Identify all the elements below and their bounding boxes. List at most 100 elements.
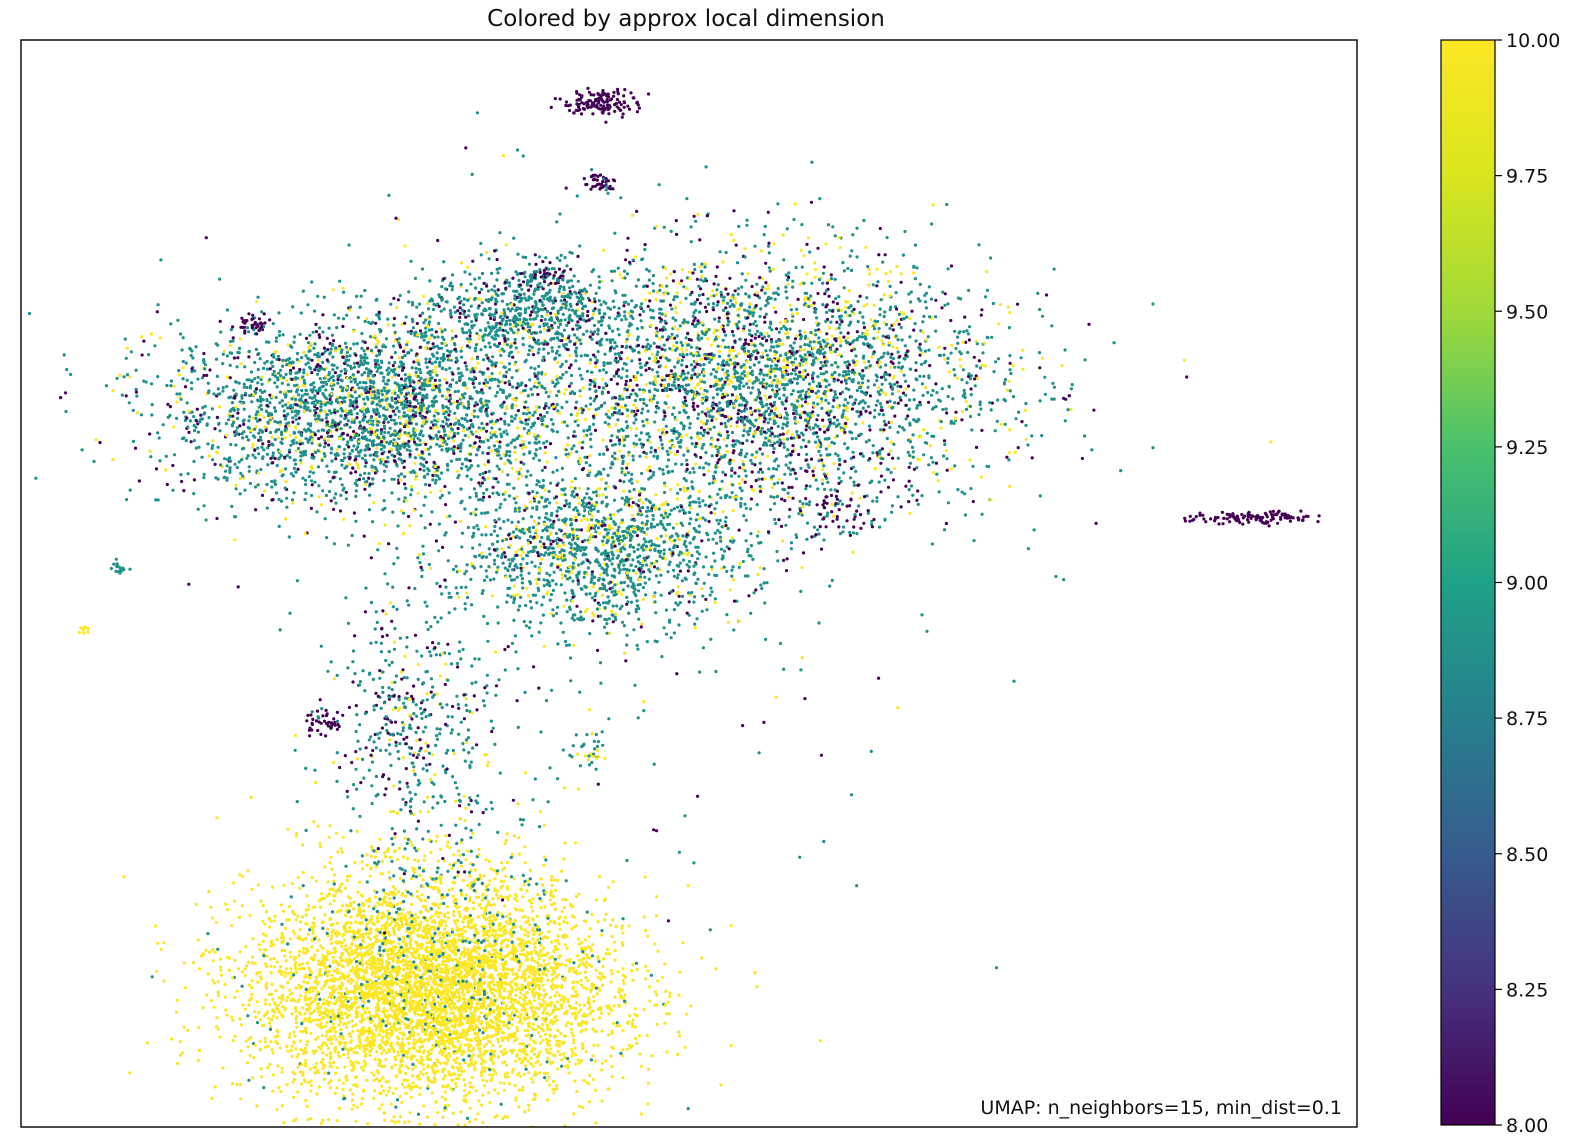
scatter-point — [365, 966, 369, 970]
scatter-point — [319, 1021, 323, 1026]
scatter-point — [398, 1026, 402, 1031]
scatter-point — [443, 971, 447, 975]
scatter-point — [482, 874, 486, 878]
scatter-point — [388, 933, 392, 937]
scatter-point — [506, 1075, 510, 1079]
scatter-point — [196, 938, 200, 942]
scatter-point — [422, 965, 426, 970]
scatter-point — [349, 901, 353, 905]
scatter-point — [288, 992, 292, 996]
scatter-point — [401, 974, 405, 978]
scatter-point — [553, 907, 558, 912]
scatter-point — [585, 1013, 589, 1018]
scatter-point — [487, 859, 491, 864]
scatter-point — [573, 1011, 577, 1015]
scatter-point — [557, 993, 562, 998]
scatter-point — [409, 1056, 413, 1060]
scatter-point — [501, 1117, 505, 1121]
scatter-point — [329, 1079, 333, 1083]
scatter-point — [315, 1068, 319, 1072]
scatter-point — [568, 957, 572, 962]
scatter-point — [443, 1090, 447, 1094]
scatter-point — [403, 914, 407, 918]
scatter-point — [474, 1023, 478, 1027]
scatter-point — [308, 1012, 313, 1016]
scatter-point — [351, 978, 355, 983]
scatter-point — [339, 1020, 343, 1024]
scatter-point — [319, 1047, 323, 1051]
scatter-point — [315, 976, 319, 980]
scatter-point — [255, 1021, 260, 1025]
scatter-point — [371, 942, 375, 946]
scatter-point — [476, 1007, 480, 1011]
scatter-point — [533, 941, 538, 945]
scatter-point — [475, 998, 479, 1002]
scatter-point — [503, 987, 507, 991]
scatter-point — [378, 1079, 382, 1083]
scatter-point — [518, 995, 522, 1000]
scatter-point — [656, 979, 660, 983]
scatter-point — [362, 983, 366, 987]
scatter-point — [379, 903, 383, 907]
scatter-point — [309, 1079, 313, 1083]
scatter-point — [182, 1025, 186, 1029]
scatter-point — [310, 945, 314, 949]
scatter-point — [546, 969, 550, 973]
scatter-point — [330, 934, 334, 938]
scatter-point — [249, 1036, 253, 1040]
scatter-point — [330, 1065, 334, 1069]
scatter-point — [362, 909, 366, 913]
scatter-point — [426, 1050, 430, 1054]
scatter-point — [584, 965, 589, 969]
scatter-point — [419, 920, 423, 924]
scatter-point — [316, 1007, 320, 1011]
scatter-point — [318, 1013, 322, 1017]
scatter-point — [393, 887, 397, 891]
scatter-point — [480, 1103, 484, 1107]
scatter-point — [393, 1015, 397, 1019]
scatter-point — [436, 1040, 440, 1044]
scatter-point — [503, 929, 507, 933]
scatter-point — [399, 1138, 402, 1141]
scatter-point — [298, 886, 302, 890]
scatter-point — [394, 923, 398, 927]
scatter-point — [250, 961, 254, 965]
scatter-point — [610, 1045, 614, 1049]
scatter-point — [552, 1053, 556, 1057]
scatter-point — [648, 999, 652, 1003]
scatter-point — [619, 1051, 623, 1055]
scatter-point — [570, 1031, 574, 1035]
scatter-point — [382, 934, 386, 938]
scatter-point — [472, 966, 476, 970]
scatter-point — [233, 1034, 237, 1038]
scatter-point — [471, 901, 475, 905]
scatter-point — [395, 1098, 400, 1102]
scatter-point — [469, 1001, 473, 1005]
scatter-point — [380, 1084, 384, 1088]
scatter-point — [456, 1039, 460, 1044]
scatter-point — [443, 1044, 447, 1048]
scatter-point — [211, 948, 215, 952]
scatter-point — [530, 917, 535, 921]
scatter-point — [311, 905, 315, 909]
scatter-point — [541, 983, 545, 987]
scatter-point — [463, 1000, 467, 1004]
scatter-point — [374, 1137, 377, 1140]
scatter-point — [421, 884, 425, 889]
scatter-point — [380, 954, 384, 958]
scatter-point — [568, 1005, 573, 1009]
scatter-point — [426, 954, 430, 958]
scatter-point — [618, 1024, 622, 1028]
scatter-point — [493, 1088, 497, 1092]
scatter-point — [309, 1117, 313, 1121]
scatter-point — [425, 1115, 430, 1119]
scatter-point — [466, 1005, 470, 1009]
scatter-point — [346, 1056, 351, 1060]
scatter-point — [526, 934, 530, 938]
scatter-point — [349, 997, 353, 1001]
scatter-point — [461, 920, 465, 924]
scatter-point — [354, 1060, 358, 1064]
scatter-point — [424, 988, 428, 992]
scatter-point — [393, 1026, 397, 1030]
scatter-point — [397, 912, 401, 916]
